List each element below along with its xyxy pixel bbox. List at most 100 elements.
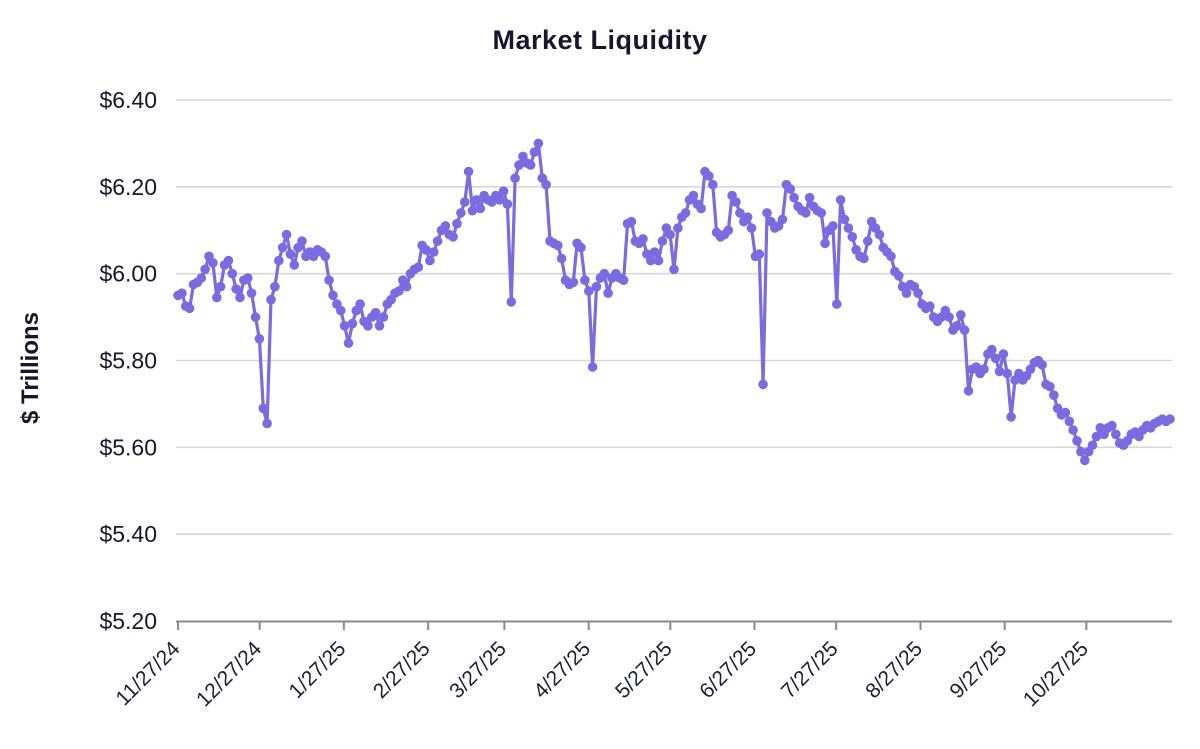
data-point [731, 197, 741, 207]
data-point [432, 236, 443, 246]
data-point [777, 214, 788, 225]
chart-title: Market Liquidity [492, 25, 708, 55]
data-point [196, 273, 207, 283]
data-point [742, 212, 753, 222]
data-point [696, 203, 706, 214]
data-point [494, 195, 505, 205]
y-tick-label: $5.20 [99, 608, 157, 634]
data-point [859, 253, 869, 264]
data-point [440, 221, 451, 231]
data-point [297, 236, 307, 246]
data-point [657, 236, 668, 246]
data-point [343, 338, 354, 348]
data-point [394, 286, 404, 296]
data-point [839, 214, 850, 225]
data-point [1165, 414, 1175, 424]
data-point [336, 305, 346, 316]
data-point [1045, 381, 1055, 392]
x-tick-label: 2/27/25 [369, 637, 435, 703]
data-point [959, 325, 970, 335]
data-point [502, 199, 513, 209]
data-point [1107, 420, 1117, 431]
data-point [603, 288, 613, 299]
data-point [347, 318, 358, 329]
data-point [576, 242, 586, 253]
data-point [1049, 390, 1059, 401]
data-point [646, 255, 656, 266]
data-point [599, 268, 610, 279]
data-point [754, 249, 765, 259]
data-point [886, 251, 896, 262]
data-point [370, 307, 381, 318]
data-point [1037, 360, 1047, 370]
data-point [243, 273, 253, 283]
x-tick-label: 5/27/25 [611, 637, 677, 703]
data-point [277, 242, 288, 253]
data-point [979, 364, 989, 375]
y-tick-label: $5.60 [99, 434, 157, 460]
data-point [355, 299, 365, 309]
data-point [987, 344, 997, 355]
data-point [1080, 455, 1090, 466]
x-tick-label: 11/27/24 [112, 637, 185, 710]
data-point [215, 281, 226, 292]
data-point [506, 297, 517, 307]
data-point [584, 286, 594, 296]
data-point [200, 264, 210, 275]
data-point [281, 229, 292, 240]
data-point [956, 310, 966, 320]
data-point [944, 312, 954, 322]
x-tick-label: 8/27/25 [861, 637, 927, 703]
data-point [804, 192, 815, 203]
y-tick-label: $6.40 [99, 87, 157, 113]
data-point [262, 418, 272, 429]
y-axis-title: $ Trillions [17, 311, 44, 425]
data-point [452, 218, 462, 229]
data-point [1087, 440, 1098, 451]
data-point [456, 208, 466, 218]
data-point [413, 262, 424, 273]
data-point [514, 160, 524, 170]
data-point [339, 321, 350, 331]
data-point [324, 275, 334, 286]
x-tick-label: 9/27/25 [945, 637, 1011, 703]
data-point [820, 238, 830, 249]
data-point [553, 240, 563, 251]
data-point [649, 247, 660, 257]
data-point [401, 281, 412, 292]
data-point [212, 292, 222, 303]
y-tick-label: $6.00 [99, 261, 157, 287]
x-tick-label: 4/27/25 [529, 637, 595, 703]
data-point [223, 255, 234, 266]
data-point [680, 208, 691, 218]
data-point [708, 179, 718, 190]
data-point [460, 197, 470, 207]
data-point [498, 186, 509, 196]
data-point [723, 225, 734, 236]
data-point [735, 208, 745, 218]
x-tick-label: 1/27/25 [285, 637, 351, 703]
y-tick-label: $6.20 [99, 174, 157, 200]
data-point [184, 303, 195, 314]
data-point [467, 205, 478, 216]
data-point [471, 195, 482, 205]
data-point [758, 379, 768, 390]
data-point [994, 366, 1005, 377]
data-point [913, 288, 923, 299]
data-point [231, 284, 241, 294]
data-point [704, 171, 714, 181]
data-point [208, 258, 218, 268]
data-point [463, 166, 474, 177]
data-point [665, 229, 675, 240]
data-point [363, 321, 373, 331]
x-tick-label: 3/27/25 [445, 637, 511, 703]
data-point [618, 275, 629, 286]
data-point [669, 264, 679, 275]
data-point [874, 229, 885, 240]
data-point [1064, 416, 1075, 427]
data-point [568, 277, 579, 288]
x-tick-label: 6/27/25 [695, 637, 761, 703]
series-line [176, 141, 1172, 462]
